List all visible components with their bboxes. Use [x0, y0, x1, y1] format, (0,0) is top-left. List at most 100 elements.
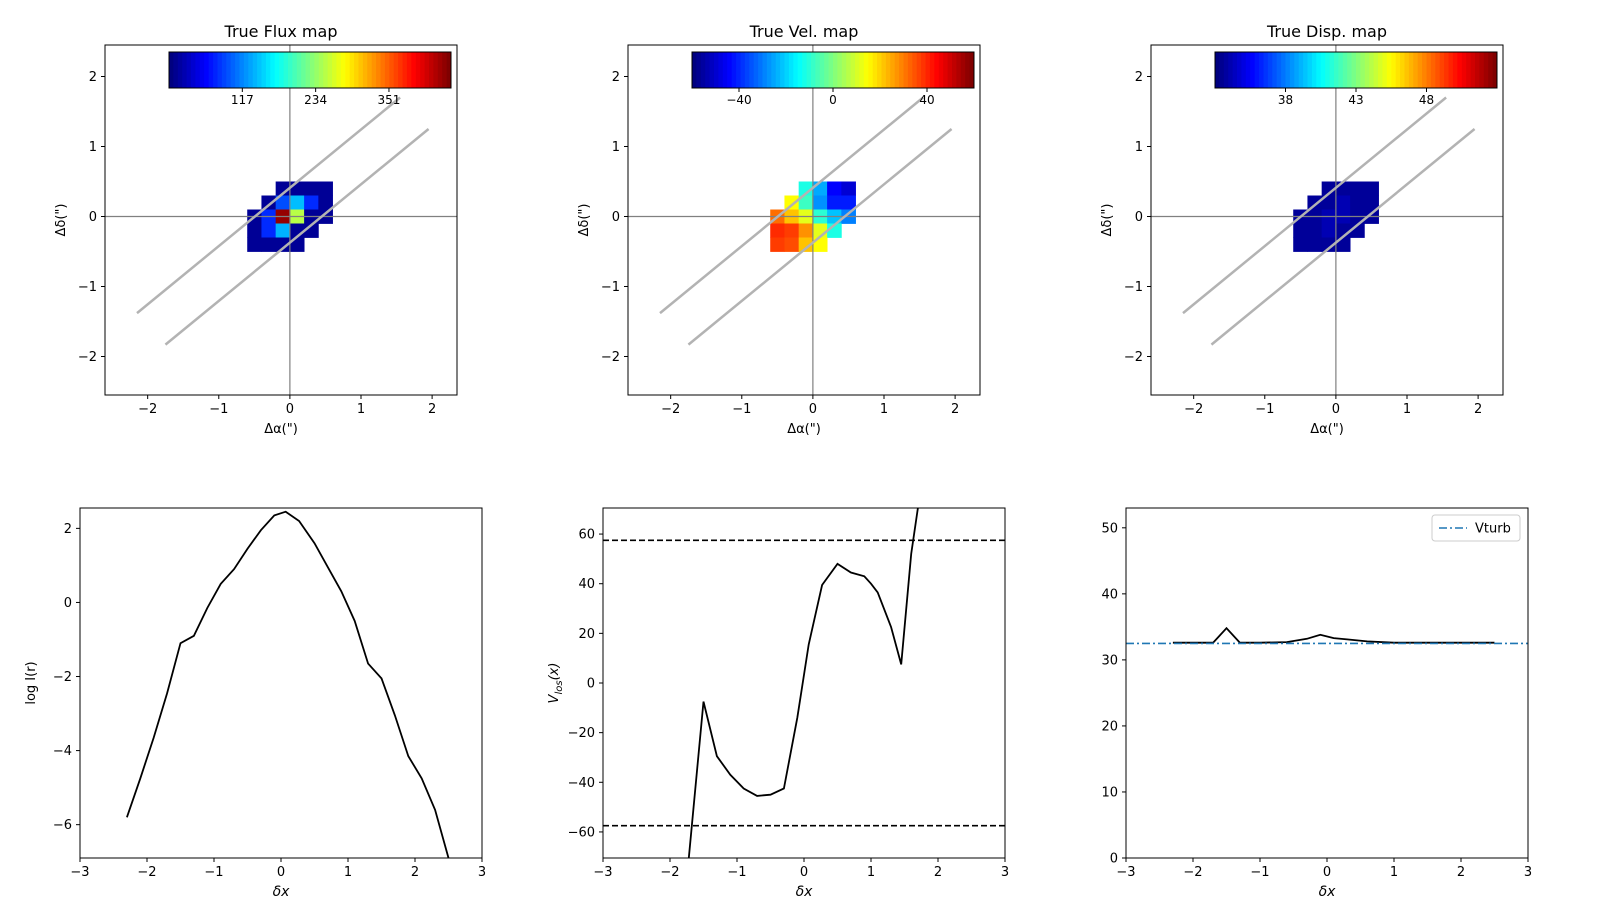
colorbar-segment [332, 52, 337, 88]
axes-frame [104, 44, 458, 396]
map-pixel [812, 195, 828, 210]
colorbar-segment [714, 52, 719, 88]
colorbar-tick-label: 351 [378, 93, 401, 107]
colorbar-segment [1369, 52, 1375, 88]
colorbar-segment [810, 52, 816, 88]
colorbar-segment [1448, 52, 1454, 88]
colorbar-segment [371, 52, 377, 88]
map-pixel [1321, 181, 1337, 196]
x-tick-label: 2 [1474, 402, 1482, 417]
y-axis-label: Δδ(") [54, 204, 69, 237]
colorbar-segment [411, 52, 417, 88]
y-tick-label: 2 [1135, 70, 1143, 85]
map-pixel [275, 223, 291, 238]
colorbar-segment [1483, 52, 1489, 88]
axes-frame [627, 44, 981, 396]
colorbar-segment [1311, 52, 1317, 88]
axes-frame [1150, 44, 1504, 396]
colorbar-segment [1435, 52, 1441, 88]
colorbar-segment [393, 52, 399, 88]
map-pixel [841, 181, 856, 196]
map-pixel [770, 223, 785, 238]
x-tick-label: −3 [70, 865, 89, 880]
slit-line [164, 128, 430, 346]
x-tick-label: 2 [951, 402, 959, 417]
x-tick-label: 3 [1524, 865, 1532, 880]
map-pixel [1293, 223, 1308, 238]
colorbar-segment [833, 52, 838, 88]
colorbar-segment [270, 52, 276, 88]
colorbar-segment [815, 52, 821, 88]
y-tick-label: 2 [89, 70, 97, 85]
colorbar-segment [1316, 52, 1322, 88]
colorbar-segment [727, 52, 733, 88]
colorbar-segment [305, 52, 311, 88]
colorbar-segment [855, 52, 860, 88]
colorbar-segment [327, 52, 333, 88]
x-axis-label: δx [1319, 884, 1337, 900]
x-tick-label: −2 [138, 402, 157, 417]
map-pixel [1350, 195, 1365, 210]
colorbar-segment [828, 52, 834, 88]
colorbar-segment [420, 52, 426, 88]
x-tick-label: −1 [1255, 402, 1274, 417]
colorbar-segment [912, 52, 918, 88]
colorbar-segment [692, 52, 697, 88]
slit-line [1210, 128, 1476, 346]
colorbar-segment [700, 52, 706, 88]
colorbar-segment [1294, 52, 1300, 88]
colorbar-segment [226, 52, 232, 88]
colorbar-segment [872, 52, 878, 88]
colorbar-segment [1360, 52, 1366, 88]
colorbar-segment [1426, 52, 1432, 88]
colorbar-segment [230, 52, 236, 88]
x-axis-label: δx [796, 884, 814, 900]
colorbar-segment [705, 52, 711, 88]
colorbar-segment [318, 52, 324, 88]
map-pixel [798, 181, 814, 196]
legend-frame [1431, 514, 1521, 542]
x-tick-label: 1 [867, 865, 875, 880]
x-tick-label: 0 [809, 402, 817, 417]
axes-frame [1125, 507, 1529, 859]
x-tick-label: 2 [411, 865, 419, 880]
map-pixel [275, 181, 291, 196]
colorbar-segment [415, 52, 421, 88]
colorbar-segment [1430, 52, 1436, 88]
x-tick-label: 0 [1332, 402, 1340, 417]
y-tick-label: −1 [1124, 280, 1143, 295]
map-pixel [1321, 223, 1337, 238]
y-tick-label: −20 [568, 726, 595, 741]
x-tick-label: 0 [277, 865, 285, 880]
colorbar-segment [1422, 52, 1427, 88]
colorbar-segment [1272, 52, 1278, 88]
colorbar-tick-label: 117 [231, 93, 254, 107]
y-axis-label: Vlos(x) [547, 663, 565, 704]
colorbar-segment [1391, 52, 1397, 88]
colorbar-segment [1333, 52, 1339, 88]
colorbar-segment [907, 52, 913, 88]
colorbar-segment [722, 52, 728, 88]
colorbar-segment [296, 52, 302, 88]
colorbar-segment [1351, 52, 1357, 88]
x-tick-label: 1 [1403, 402, 1411, 417]
colorbar-segment [951, 52, 957, 88]
colorbar-segment [376, 52, 381, 88]
y-tick-label: 20 [1101, 719, 1118, 734]
y-tick-label: −1 [601, 280, 620, 295]
y-tick-label: 10 [1101, 785, 1118, 800]
colorbar-segment [1228, 52, 1234, 88]
colorbar-segment [762, 52, 768, 88]
colorbar-segment [204, 52, 210, 88]
plot-area [1151, 45, 1503, 395]
colorbar-segment [766, 52, 772, 88]
profile-line [126, 510, 450, 858]
map-pixel [1307, 223, 1323, 238]
colorbar-segment [929, 52, 935, 88]
colorbar-segment [1413, 52, 1419, 88]
map-pixel [1364, 181, 1379, 196]
x-tick-label: 3 [478, 865, 486, 880]
y-tick-label: 1 [1135, 140, 1143, 155]
x-tick-label: −2 [137, 865, 156, 880]
